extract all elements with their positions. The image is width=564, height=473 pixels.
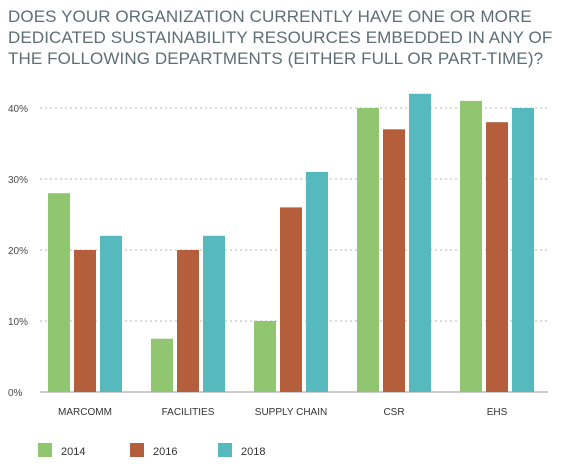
bar xyxy=(177,250,199,392)
x-axis-labels: MARCOMM FACILITIES SUPPLY CHAIN CSR EHS xyxy=(58,407,508,418)
bars xyxy=(48,93,534,393)
bar xyxy=(74,250,96,392)
x-tick-label: EHS xyxy=(487,407,508,418)
bar xyxy=(512,108,534,392)
y-tick-label: 20% xyxy=(8,246,28,257)
bar xyxy=(460,100,482,393)
legend-label: 2018 xyxy=(241,446,265,458)
x-tick-label: FACILITIES xyxy=(162,407,215,418)
legend-label: 2016 xyxy=(153,446,177,458)
y-tick-label: 30% xyxy=(8,175,28,186)
bar xyxy=(100,235,122,392)
chart-title: DOES YOUR ORGANIZATION CURRENTLY HAVE ON… xyxy=(8,7,553,68)
bar xyxy=(409,93,431,393)
bar xyxy=(383,129,405,393)
x-tick-label: SUPPLY CHAIN xyxy=(255,407,327,418)
bar xyxy=(151,338,173,392)
bar xyxy=(203,235,225,392)
y-tick-label: 40% xyxy=(8,104,28,115)
x-tick-label: MARCOMM xyxy=(58,407,112,418)
legend-swatch xyxy=(130,443,144,457)
legend-swatch xyxy=(218,443,232,457)
legend-label: 2014 xyxy=(61,446,85,458)
bar xyxy=(306,171,328,392)
x-tick-label: CSR xyxy=(383,407,404,418)
bar xyxy=(486,122,508,392)
bar xyxy=(48,193,70,392)
bar xyxy=(357,108,379,392)
legend: 2014 2016 2018 xyxy=(38,443,265,458)
bar xyxy=(280,207,302,392)
legend-swatch xyxy=(38,443,52,457)
y-tick-label: 0% xyxy=(8,388,23,399)
y-axis-ticks: 0% 10% 20% 30% 40% xyxy=(8,104,28,399)
y-tick-label: 10% xyxy=(8,317,28,328)
bar xyxy=(254,321,276,392)
